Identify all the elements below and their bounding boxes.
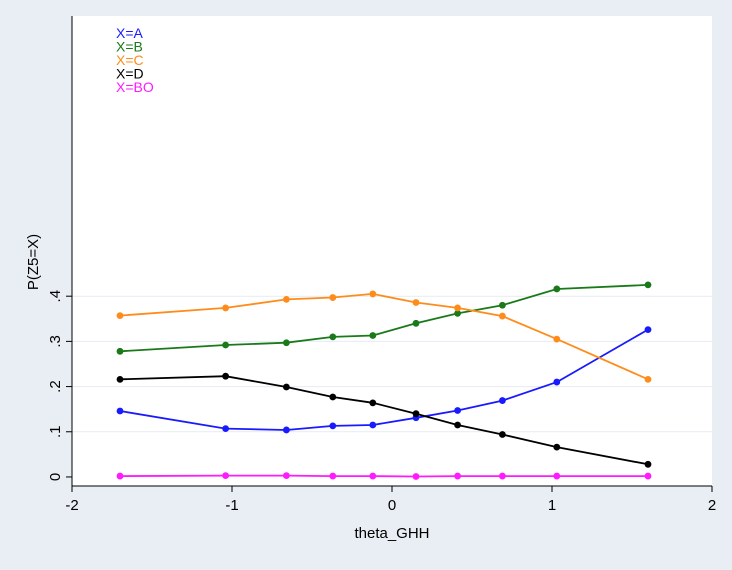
data-point <box>283 383 290 391</box>
series-line <box>119 328 649 431</box>
data-point <box>369 332 377 339</box>
series-x-c <box>116 290 652 383</box>
data-point <box>283 295 290 303</box>
data-point <box>116 347 124 355</box>
legend: X=AX=BX=CX=DX=BO <box>116 25 154 95</box>
y-tick-label: .2 <box>47 380 64 393</box>
data-point <box>116 407 124 415</box>
data-point <box>116 472 124 480</box>
data-point <box>329 333 337 341</box>
y-axis-label: P(Z5=X) <box>25 234 42 290</box>
data-point <box>644 375 652 383</box>
data-point <box>283 339 290 347</box>
data-point <box>329 294 337 301</box>
series-line <box>119 375 649 466</box>
y-axis-ticks: 0 .1 .2 .3 .4 <box>47 290 72 481</box>
data-point <box>553 472 561 480</box>
data-point <box>499 301 506 309</box>
series-x-d <box>116 372 652 468</box>
x-tick-label: 2 <box>708 497 716 514</box>
data-point <box>222 304 230 312</box>
data-point <box>644 326 652 334</box>
series-x-b <box>116 281 652 355</box>
data-point <box>369 421 377 429</box>
data-point <box>116 375 124 383</box>
data-point <box>222 341 230 349</box>
x-axis-label: theta_GHH <box>354 525 429 542</box>
data-point <box>412 410 420 418</box>
x-tick-label: -2 <box>65 497 78 514</box>
data-point <box>454 421 461 429</box>
legend-entry: X=C <box>116 52 144 68</box>
data-point <box>369 290 377 298</box>
data-point <box>283 472 290 480</box>
series-line <box>119 474 648 478</box>
data-point <box>553 285 561 293</box>
data-point <box>553 335 561 343</box>
data-point <box>454 304 461 312</box>
data-point <box>412 473 420 480</box>
data-point <box>499 312 506 320</box>
x-tick-label: -1 <box>225 497 238 514</box>
legend-entry: X=BO <box>116 79 154 95</box>
data-point <box>329 422 337 430</box>
x-tick-label: 1 <box>548 497 556 514</box>
y-tick-label: .1 <box>47 426 64 439</box>
x-tick-label: 0 <box>388 497 396 514</box>
y-tick-label: 0 <box>47 473 64 481</box>
data-point <box>644 281 652 289</box>
legend-entry: X=B <box>116 39 143 55</box>
data-point <box>222 425 230 433</box>
data-point <box>222 472 230 480</box>
grid-lines <box>72 295 712 433</box>
legend-entry: X=D <box>116 66 144 82</box>
data-point <box>644 460 652 468</box>
data-point <box>499 431 506 438</box>
y-tick-label: .4 <box>47 290 64 303</box>
data-point <box>499 472 506 480</box>
data-point <box>369 472 377 480</box>
data-point <box>499 397 506 404</box>
data-point <box>454 472 461 480</box>
data-point <box>329 393 337 401</box>
data-point <box>454 407 461 414</box>
series-x-bo <box>116 472 652 480</box>
data-point <box>329 472 337 480</box>
series-line <box>119 292 649 381</box>
x-axis-ticks: -2 -1 0 1 2 <box>65 486 716 514</box>
series-layer <box>116 281 652 480</box>
data-point <box>553 443 561 451</box>
data-point <box>412 319 420 327</box>
y-tick-label: .3 <box>47 335 64 348</box>
data-point <box>454 309 461 317</box>
data-point <box>222 372 230 380</box>
plot-area <box>72 16 712 486</box>
data-point <box>116 312 124 320</box>
data-point <box>283 426 290 434</box>
legend-entry: X=A <box>116 25 144 41</box>
data-point <box>644 472 652 480</box>
series-line <box>119 284 649 353</box>
data-point <box>412 299 420 306</box>
data-point <box>553 378 561 386</box>
data-point <box>369 399 377 407</box>
